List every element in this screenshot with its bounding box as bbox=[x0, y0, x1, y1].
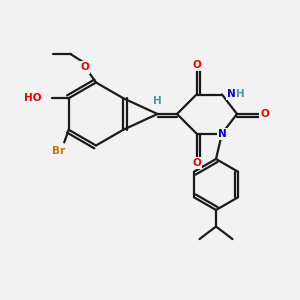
Text: N: N bbox=[218, 129, 227, 139]
Text: O: O bbox=[192, 158, 201, 168]
Text: O: O bbox=[80, 62, 89, 73]
Text: N: N bbox=[227, 89, 236, 99]
Text: O: O bbox=[192, 60, 201, 70]
Text: Br: Br bbox=[52, 146, 65, 156]
Text: H: H bbox=[152, 95, 161, 106]
Text: H: H bbox=[236, 89, 245, 99]
Text: HO: HO bbox=[24, 93, 42, 103]
Text: O: O bbox=[260, 109, 269, 119]
